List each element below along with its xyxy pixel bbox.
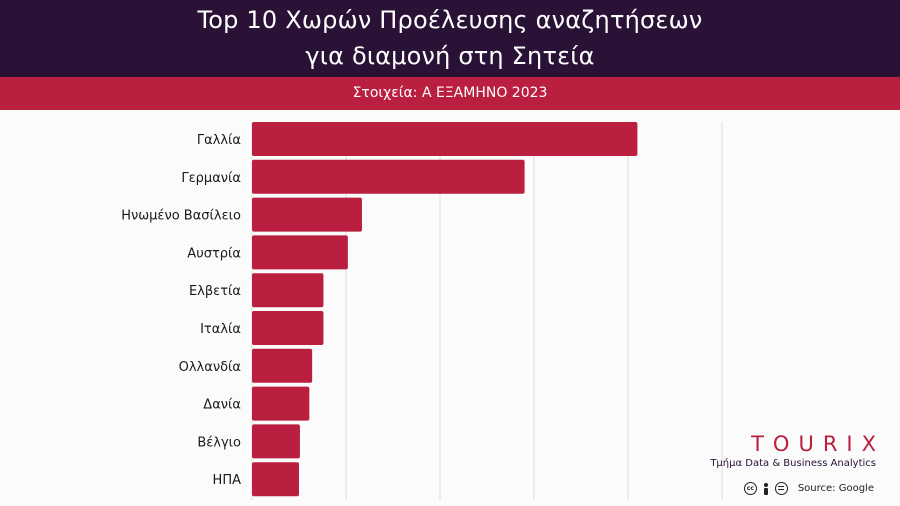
brand-block: TOURIX Τμήμα Data & Business Analytics — [710, 432, 876, 469]
category-label: Ελβετία — [189, 284, 241, 299]
brand-logo: TOURIX — [751, 432, 885, 456]
bar — [252, 273, 324, 308]
brand-department: Τμήμα Data & Business Analytics — [710, 458, 876, 469]
bars — [252, 122, 638, 497]
bar-chart: Γαλλία Γερμανία Ηνωμένο Βασίλειο Αυστρία Ελβ… — [121, 122, 723, 500]
subtitle-bar: Στοιχεία: Α ΕΞΑΜΗΝΟ 2023 — [0, 77, 900, 110]
category-label: Ηνωμένο Βασίλειο — [121, 209, 241, 224]
bar — [252, 311, 324, 345]
cc-icon: cc — [743, 482, 757, 495]
subtitle: Στοιχεία: Α ΕΞΑΜΗΝΟ 2023 — [352, 85, 548, 101]
category-label: Γαλλία — [197, 133, 241, 148]
source-text: Source: Google — [797, 483, 874, 494]
category-label: Γερμανία — [181, 171, 241, 186]
bar — [252, 235, 348, 270]
nd-icon — [774, 482, 788, 495]
category-label: Δανία — [203, 398, 241, 413]
category-label: Βέλγιο — [197, 435, 241, 450]
category-labels: Γαλλία Γερμανία Ηνωμένο Βασίλειο Αυστρία Ελβ… — [121, 133, 241, 488]
bar — [252, 424, 300, 459]
bar — [252, 386, 310, 421]
title-line-1: Top 10 Χωρών Προέλευσης αναζητήσεων — [197, 6, 703, 34]
bar — [252, 122, 638, 156]
header: Top 10 Χωρών Προέλευσης αναζητήσεων για … — [0, 0, 900, 77]
category-label: Αυστρία — [187, 246, 241, 261]
bar — [252, 462, 299, 497]
source-line: cc Source: Google — [743, 482, 874, 495]
bar — [252, 159, 525, 194]
category-label: Ιταλία — [200, 322, 241, 337]
title-line-2: για διαμονή στη Σητεία — [305, 42, 595, 70]
category-label: Ολλανδία — [179, 360, 241, 375]
category-label: ΗΠΑ — [213, 473, 242, 488]
bar — [252, 348, 313, 383]
person-icon — [761, 482, 771, 495]
bar — [252, 197, 362, 232]
